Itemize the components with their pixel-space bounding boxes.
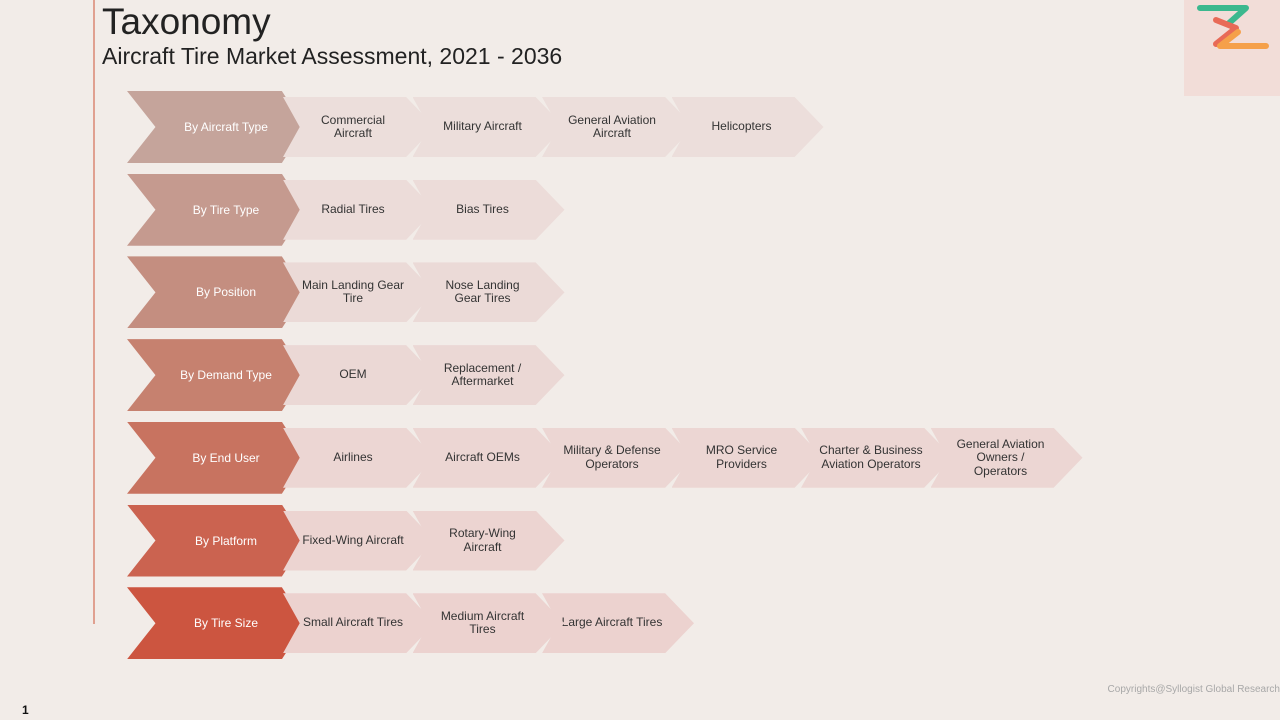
segment-chevron: Main Landing Gear Tire — [283, 262, 435, 323]
segment-chevron: Medium Aircraft Tires — [412, 593, 565, 654]
segment-chevron: General Aviation Owners / Operators — [930, 427, 1083, 488]
segment-chevron: General Aviation Aircraft — [542, 97, 694, 157]
taxonomy-row: By Demand Type OEM Replacement / Aftermark… — [0, 339, 1280, 412]
category-chevron: By Aircraft Type — [127, 91, 305, 163]
segment-chevron: Military & Defense Operators — [542, 427, 694, 488]
logo — [1184, 0, 1280, 96]
taxonomy-row: By Platform Fixed-Wing Aircraft Rotary-Win… — [0, 504, 1280, 577]
taxonomy-row: By Tire Type Radial Tires Bias Tires — [0, 173, 1280, 246]
syllogist-s-logo-icon — [1197, 5, 1269, 49]
segment-chevron: Large Aircraft Tires — [542, 593, 694, 654]
segment-chevron: Commercial Aircraft — [283, 97, 435, 157]
page-subtitle: Aircraft Tire Market Assessment, 2021 - … — [102, 43, 563, 69]
copyright-text: Copyrights@Syllogist Global Research — [1107, 684, 1280, 695]
segment-chevron: Charter & Business Aviation Operators — [801, 427, 953, 488]
segment-chevron: MRO Service Providers — [671, 427, 824, 488]
segment-chevron: Aircraft OEMs — [412, 427, 565, 488]
segment-chevron: OEM — [283, 345, 435, 406]
segment-chevron: Nose Landing Gear Tires — [412, 262, 565, 323]
segment-chevron: Fixed-Wing Aircraft — [283, 510, 435, 571]
category-chevron: By Platform — [127, 504, 305, 577]
segment-chevron: Airlines — [283, 427, 435, 488]
segment-chevron: Replacement / Aftermarket — [412, 345, 565, 406]
page-title: Taxonomy — [102, 1, 271, 42]
page-number: 1 — [22, 703, 29, 717]
category-chevron: By Demand Type — [127, 339, 305, 412]
taxonomy-row: By Tire Size Small Aircraft Tires Medium A… — [0, 587, 1280, 660]
category-chevron: By Tire Size — [127, 587, 305, 660]
category-chevron: By Tire Type — [127, 173, 305, 246]
accent-divider-line — [93, 0, 95, 624]
segment-chevron: Military Aircraft — [412, 97, 565, 157]
taxonomy-row: By Aircraft Type Commercial Aircraft Milit… — [0, 91, 1280, 163]
segment-chevron: Helicopters — [671, 97, 824, 157]
segment-chevron: Small Aircraft Tires — [283, 593, 435, 654]
segment-chevron: Bias Tires — [412, 179, 565, 240]
taxonomy-row: By Position Main Landing Gear Tire Nose La… — [0, 256, 1280, 329]
taxonomy-row: By End User Airlines Aircraft OEMs Military… — [0, 421, 1280, 494]
category-chevron: By End User — [127, 421, 305, 494]
segment-chevron: Rotary-Wing Aircraft — [412, 510, 565, 571]
category-chevron: By Position — [127, 256, 305, 329]
segment-chevron: Radial Tires — [283, 179, 435, 240]
